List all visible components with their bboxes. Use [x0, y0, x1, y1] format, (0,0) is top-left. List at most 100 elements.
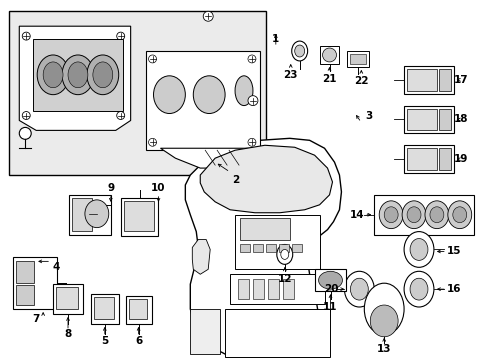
Text: 6: 6: [135, 336, 142, 346]
Ellipse shape: [403, 231, 433, 267]
Bar: [346, 51, 368, 67]
Bar: [72, 198, 92, 231]
Text: 8: 8: [64, 329, 71, 339]
Bar: [319, 46, 339, 64]
Ellipse shape: [235, 76, 252, 105]
Ellipse shape: [384, 207, 397, 223]
Bar: [406, 109, 436, 130]
Bar: [403, 105, 453, 133]
Text: 21: 21: [322, 74, 336, 84]
Text: 11: 11: [323, 302, 337, 312]
Bar: [56, 287, 78, 309]
Bar: [121, 198, 158, 235]
Ellipse shape: [85, 200, 108, 228]
Bar: [438, 148, 450, 170]
Ellipse shape: [117, 32, 124, 40]
Ellipse shape: [19, 127, 31, 139]
Bar: [403, 145, 453, 173]
Bar: [350, 54, 366, 64]
Bar: [145, 51, 260, 150]
Ellipse shape: [276, 244, 292, 264]
Bar: [16, 285, 34, 305]
Bar: [267, 279, 278, 299]
Bar: [190, 309, 220, 354]
Ellipse shape: [247, 96, 257, 105]
Text: 5: 5: [101, 336, 108, 346]
Ellipse shape: [43, 62, 63, 88]
Bar: [238, 279, 248, 299]
Text: 4: 4: [52, 262, 60, 272]
Polygon shape: [160, 148, 260, 168]
Text: 3: 3: [365, 111, 372, 121]
Ellipse shape: [193, 76, 224, 113]
Ellipse shape: [68, 62, 88, 88]
Bar: [252, 279, 264, 299]
Bar: [224, 309, 329, 357]
Text: 17: 17: [452, 75, 467, 85]
Text: 19: 19: [453, 154, 467, 164]
Bar: [282, 279, 293, 299]
Text: 13: 13: [376, 344, 391, 354]
Ellipse shape: [403, 271, 433, 307]
Ellipse shape: [148, 55, 156, 63]
Ellipse shape: [424, 201, 448, 229]
Ellipse shape: [409, 239, 427, 260]
Bar: [230, 274, 324, 304]
Text: 22: 22: [353, 76, 368, 86]
Ellipse shape: [406, 207, 420, 223]
Text: 7: 7: [32, 314, 40, 324]
Text: 23: 23: [283, 70, 297, 80]
Bar: [16, 261, 34, 283]
Ellipse shape: [203, 11, 213, 21]
Bar: [438, 69, 450, 91]
Bar: [406, 69, 436, 91]
Bar: [235, 215, 319, 269]
Ellipse shape: [401, 201, 425, 229]
Bar: [125, 296, 151, 324]
Polygon shape: [192, 239, 210, 274]
Ellipse shape: [350, 278, 367, 300]
Ellipse shape: [153, 76, 185, 113]
Bar: [94, 297, 114, 319]
Text: 12: 12: [277, 274, 291, 284]
Ellipse shape: [117, 112, 124, 120]
Polygon shape: [185, 138, 341, 357]
Bar: [91, 294, 119, 324]
Ellipse shape: [409, 278, 427, 300]
Bar: [9, 11, 265, 175]
Bar: [53, 284, 83, 314]
Ellipse shape: [148, 138, 156, 146]
Bar: [123, 201, 153, 231]
Ellipse shape: [344, 271, 373, 307]
Text: 2: 2: [232, 175, 239, 185]
Text: 9: 9: [107, 183, 114, 193]
Text: 20: 20: [324, 284, 338, 294]
Ellipse shape: [364, 283, 403, 335]
Bar: [406, 148, 436, 170]
Ellipse shape: [87, 55, 119, 95]
Ellipse shape: [429, 207, 443, 223]
Bar: [69, 195, 111, 235]
Bar: [291, 244, 301, 252]
Bar: [240, 244, 249, 252]
Text: 15: 15: [446, 247, 460, 256]
Ellipse shape: [447, 201, 471, 229]
Bar: [278, 244, 288, 252]
Text: 18: 18: [452, 114, 467, 125]
Ellipse shape: [247, 55, 255, 63]
Text: 16: 16: [446, 284, 460, 294]
Bar: [314, 269, 346, 291]
Polygon shape: [19, 26, 130, 130]
Bar: [265, 244, 275, 252]
Ellipse shape: [37, 55, 69, 95]
Polygon shape: [200, 145, 332, 213]
Bar: [13, 257, 57, 309]
Ellipse shape: [247, 138, 255, 146]
Ellipse shape: [280, 249, 288, 260]
Bar: [373, 195, 473, 235]
Bar: [252, 244, 263, 252]
Ellipse shape: [93, 62, 113, 88]
Ellipse shape: [369, 305, 397, 337]
Text: 10: 10: [151, 183, 165, 193]
Ellipse shape: [294, 45, 304, 57]
